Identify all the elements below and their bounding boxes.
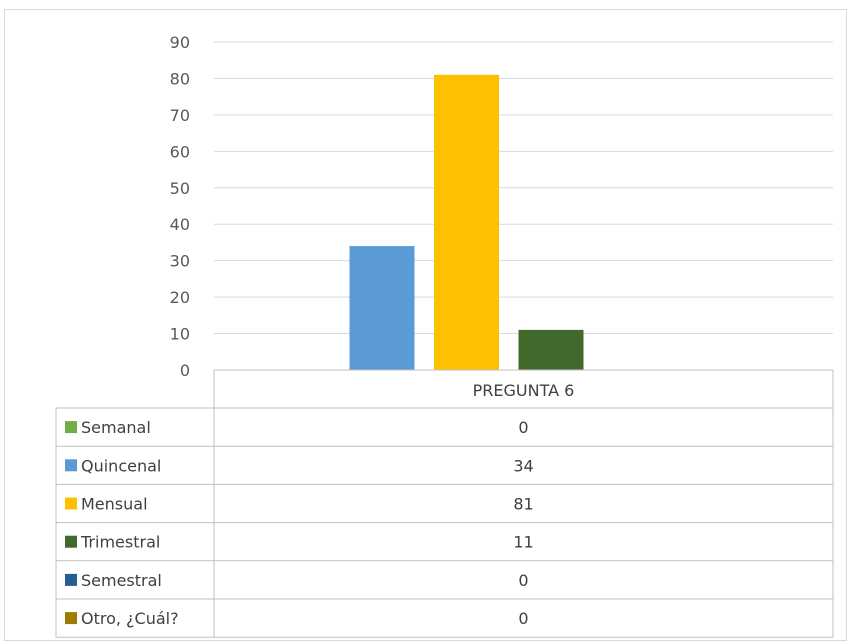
legend-label: Trimestral	[80, 533, 160, 552]
legend-label: Semanal	[81, 418, 151, 437]
data-table-value: 81	[513, 495, 533, 514]
legend-label: Otro, ¿Cuál?	[81, 609, 179, 628]
y-tick-label: 60	[170, 142, 190, 161]
y-tick-label: 80	[170, 69, 190, 88]
y-tick-label: 30	[170, 252, 190, 271]
data-table-value: 0	[518, 571, 528, 590]
data-table-value: 0	[518, 609, 528, 628]
legend-label: Mensual	[81, 495, 148, 514]
y-tick-label: 90	[170, 33, 190, 52]
legend-key	[65, 612, 77, 625]
bar-quincenal	[349, 246, 415, 370]
legend-key	[65, 421, 77, 434]
legend-key	[65, 459, 77, 472]
gridlines	[214, 41, 833, 335]
legend-key	[65, 535, 77, 548]
bar-trimestral	[518, 329, 584, 370]
legend-label: Semestral	[81, 571, 162, 590]
y-tick-label: 50	[170, 179, 190, 198]
y-tick-label: 20	[170, 288, 190, 307]
legend-key	[65, 573, 77, 586]
legend-label: Quincenal	[81, 456, 161, 475]
y-tick-label: 70	[170, 106, 190, 125]
data-table-value: 0	[518, 418, 528, 437]
chart-frame	[4, 9, 847, 641]
data-table: PREGUNTA 6 Semanal 0 Quincenal 34 Mensual 81 Tr…	[55, 369, 834, 638]
category-label: PREGUNTA 6	[473, 381, 575, 400]
data-table-value: 34	[513, 456, 533, 475]
y-tick-label: 40	[170, 215, 190, 234]
data-table-value: 11	[513, 533, 533, 552]
bars	[349, 74, 584, 371]
y-tick-label: 10	[170, 325, 190, 344]
y-tick-label: 0	[180, 361, 190, 380]
bar-mensual	[434, 74, 499, 371]
legend-key	[65, 497, 77, 510]
y-axis-ticks: 0 10 20 30 40 50 60 70 80 90	[170, 33, 190, 380]
